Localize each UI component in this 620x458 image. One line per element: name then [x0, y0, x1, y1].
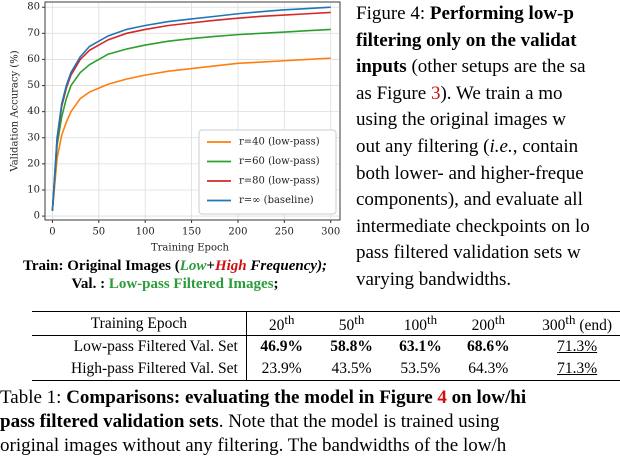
text: on low/hi [446, 387, 527, 408]
text: i.e. [489, 135, 513, 157]
cell: 63.1% [399, 338, 442, 356]
caption-text: ; [273, 276, 279, 292]
x-tick-label: 100 [136, 227, 155, 238]
x-tick-label: 0 [49, 227, 55, 238]
y-tick-label: 60 [27, 54, 40, 65]
y-tick-label: 70 [27, 28, 40, 39]
y-tick-label: 0 [34, 211, 40, 222]
text: filtering only on the validat [356, 29, 577, 51]
y-tick-label: 10 [27, 184, 40, 195]
cell: 23.9% [261, 360, 302, 378]
text: 200 [471, 317, 495, 335]
header-cell: 20th [246, 312, 316, 336]
cell: 71.3% [557, 360, 598, 378]
legend-label: r=80 (low-pass) [239, 176, 320, 187]
text: . Note that the model is trained using [218, 411, 500, 432]
text: out any filtering ( [356, 135, 490, 157]
text: 20 [268, 317, 285, 335]
text: Performing low-p [429, 3, 574, 24]
cell: 53.5% [400, 360, 441, 378]
text: ). We train a mo [440, 82, 563, 104]
text: th [427, 312, 438, 327]
text: intermediate checkpoints on lo [356, 215, 590, 237]
header-cell: 50th [317, 312, 387, 336]
caption-text: + [206, 258, 215, 274]
cell: 46.9% [260, 338, 304, 356]
x-tick-label: 300 [321, 227, 340, 238]
chart: Training Epoch Validation Accuracy (%) 0… [10, 1, 341, 254]
text: th [354, 312, 365, 327]
text: both lower- and higher-freque [356, 162, 584, 184]
text: th [494, 312, 505, 327]
chart-caption: Val. : Low-pass Filtered Images; [0, 276, 350, 293]
caption-text: Low [179, 258, 207, 274]
row-label: Low-pass Filtered Val. Set [32, 335, 247, 359]
text: (end) [575, 317, 613, 335]
caption-text: Low-pass Filtered Images [108, 276, 274, 292]
y-tick-label: 80 [27, 2, 40, 13]
text: 300 [542, 317, 566, 335]
cell: 71.3% [557, 338, 598, 356]
text: (other setups are the sa [406, 56, 586, 78]
link[interactable]: 4 [437, 387, 447, 408]
y-tick-label: 20 [27, 158, 40, 169]
x-tick-label: 250 [275, 227, 294, 238]
y-tick-label: 30 [27, 132, 40, 143]
text: 100 [403, 317, 427, 335]
cell: 58.8% [330, 338, 373, 356]
header-cell: Training Epoch [32, 312, 247, 336]
plot-frame [44, 1, 341, 221]
x-axis-label: Training Epoch [151, 243, 230, 254]
caption-text: High [214, 258, 247, 274]
header-cell: 300th (end) [522, 312, 620, 336]
cell: 43.5% [331, 360, 372, 378]
legend-label: r=60 (low-pass) [239, 156, 320, 167]
cell: 68.6% [466, 338, 510, 356]
figure-caption: Figure 4: Performing low-p filtering onl… [356, 1, 590, 294]
line [51, 57, 331, 211]
caption-text: Train: Original Images ( [22, 258, 180, 274]
caption-text: Val. : [71, 276, 109, 292]
chart-caption: Train: Original Images (Low+High Frequen… [0, 258, 350, 275]
text: Training Epoch [90, 314, 188, 332]
legend-box [198, 129, 337, 215]
y-axis-label: Validation Accuracy (%) [10, 50, 21, 172]
text: inputs [356, 56, 407, 78]
text: , contain [512, 135, 579, 157]
caption-text: Frequency); [246, 258, 328, 274]
text: as Figure [356, 82, 431, 104]
link[interactable]: 3 [430, 82, 441, 104]
table-wrap: Training Epoch 20th 50th 100th 200th 300… [32, 311, 620, 382]
line [51, 6, 331, 211]
line [51, 28, 331, 211]
text: pass filtered validation sets w [356, 242, 581, 264]
text: Comparisons: evaluating the model in Fig… [66, 387, 438, 408]
row-label: High-pass Filtered Val. Set [32, 358, 247, 381]
x-tick-label: 50 [92, 227, 105, 238]
table-caption: Table 1: Comparisons: evaluating the mod… [0, 386, 526, 458]
x-tick-label: 150 [182, 227, 201, 238]
table: Training Epoch 20th 50th 100th 200th 300… [32, 312, 620, 381]
text: 50 [338, 317, 355, 335]
text: varying bandwidths. [356, 268, 512, 290]
text: using the original images w [356, 109, 567, 131]
x-tick-label: 200 [228, 227, 247, 238]
text: Table 1: [0, 387, 67, 408]
header-cell: 100th [386, 312, 454, 336]
text: Figure 4: [356, 3, 430, 24]
text: components), and evaluate all [356, 189, 583, 211]
cell: 64.3% [468, 360, 509, 378]
text: pass filtered validation sets [0, 411, 219, 432]
text: th [284, 312, 295, 327]
y-tick-label: 40 [27, 106, 40, 117]
header-cell: 200th [454, 312, 522, 336]
y-tick-label: 50 [27, 80, 40, 91]
text: th [565, 312, 576, 327]
legend-label: r=40 (low-pass) [239, 137, 320, 148]
legend-label: r=∞ (baseline) [239, 195, 314, 206]
